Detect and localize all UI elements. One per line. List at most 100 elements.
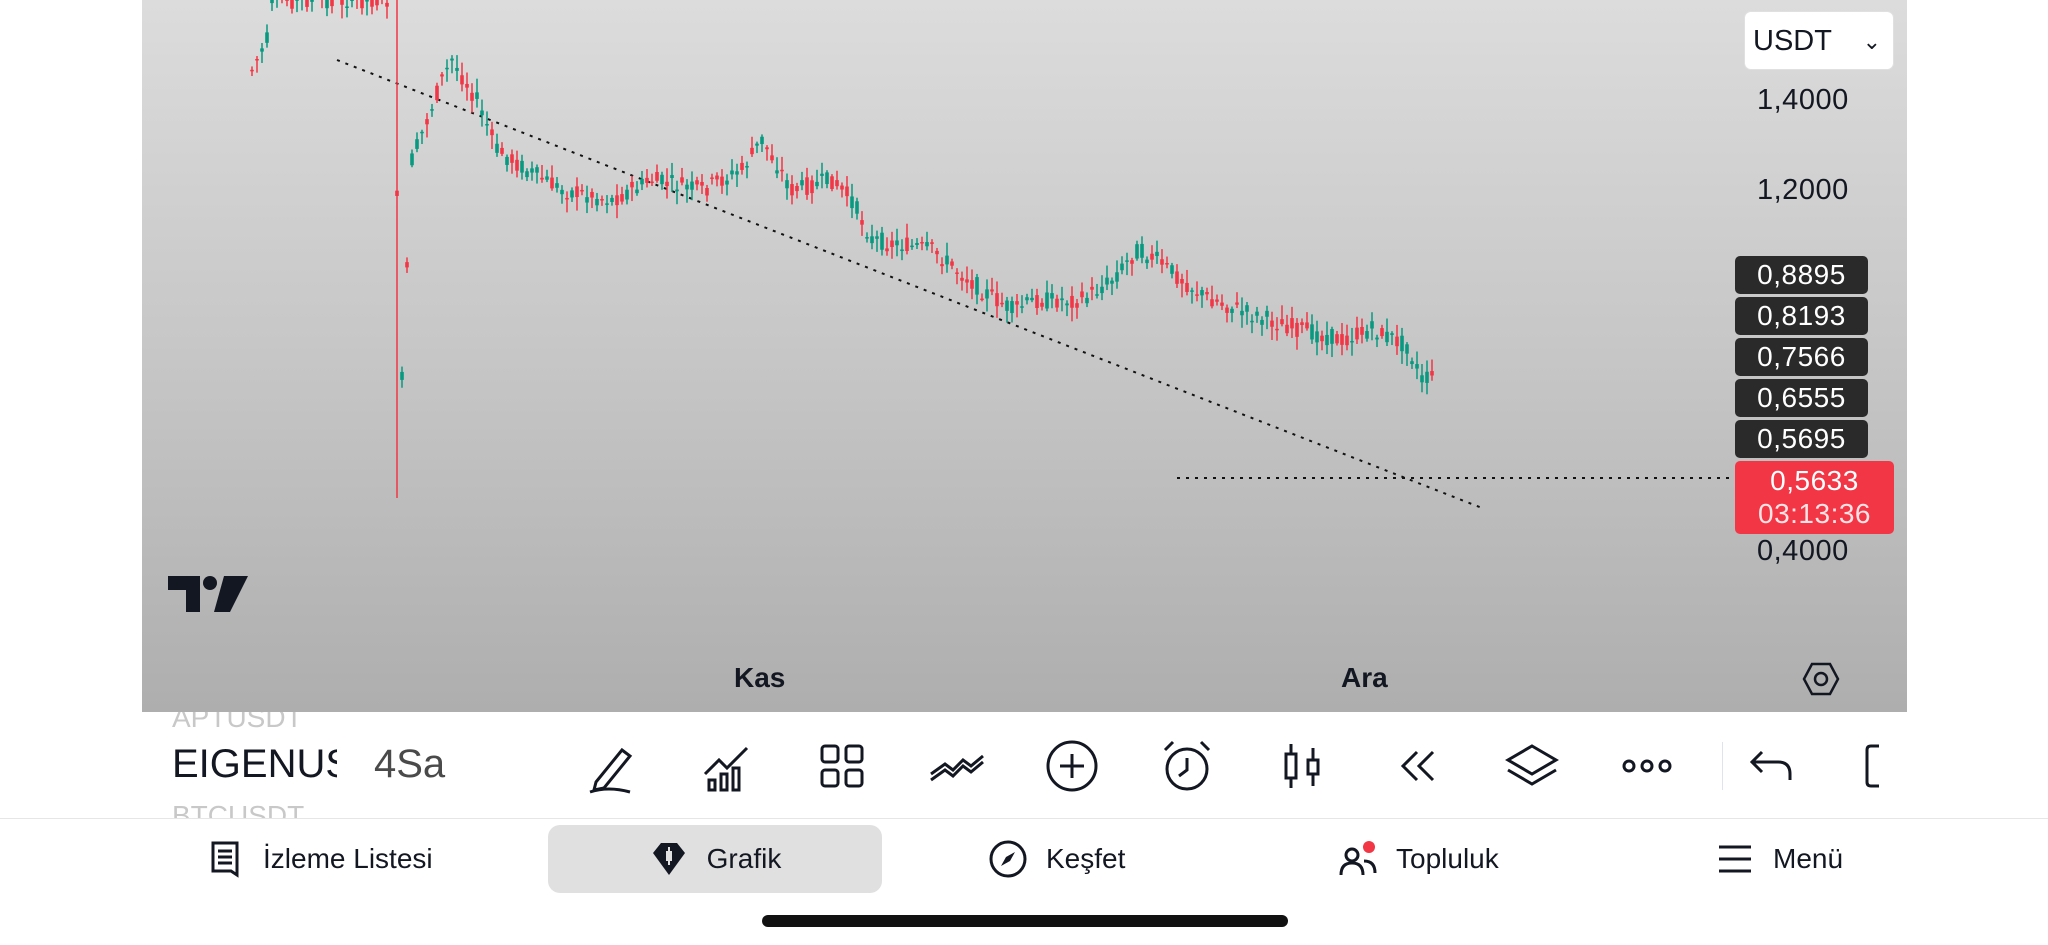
nav-label: Keşfet bbox=[1046, 843, 1126, 874]
candle-body bbox=[610, 197, 614, 202]
candle-body bbox=[1155, 251, 1159, 257]
candle-body bbox=[790, 184, 794, 196]
candle-body bbox=[255, 58, 259, 61]
candle-body bbox=[695, 180, 699, 185]
candle-body bbox=[410, 153, 414, 166]
nav-label: Topluluk bbox=[1396, 843, 1499, 874]
replay-icon[interactable] bbox=[1387, 736, 1447, 796]
candle-body bbox=[650, 181, 654, 184]
candle-body bbox=[270, 0, 274, 4]
candle-body bbox=[365, 0, 369, 2]
candle-body bbox=[1380, 328, 1384, 337]
more-icon[interactable] bbox=[1617, 736, 1677, 796]
candle-body bbox=[915, 243, 919, 245]
nav-explore[interactable]: Keşfet bbox=[988, 825, 1168, 893]
candle-body bbox=[860, 220, 864, 225]
price-tick: 0,4000 bbox=[1757, 535, 1849, 567]
candle-body bbox=[560, 189, 564, 195]
nav-label: Menü bbox=[1773, 843, 1844, 874]
candle-body bbox=[965, 279, 969, 283]
layout-grid-icon[interactable] bbox=[812, 736, 872, 796]
candle-body bbox=[1320, 335, 1324, 342]
current-price: 0,5633 bbox=[1770, 465, 1859, 496]
candle-body bbox=[1075, 303, 1079, 308]
chart-type-icon[interactable] bbox=[1272, 736, 1332, 796]
candle-body bbox=[930, 242, 934, 244]
candle-body bbox=[580, 189, 584, 192]
candle-body bbox=[1070, 295, 1074, 308]
chart-settings-icon[interactable] bbox=[1802, 660, 1840, 698]
candle-body bbox=[1410, 361, 1414, 365]
candle-body bbox=[440, 74, 444, 77]
candle-body bbox=[325, 0, 329, 9]
candle-body bbox=[1115, 272, 1119, 282]
currency-select[interactable]: USDT ⌄ bbox=[1744, 11, 1894, 70]
chart-toolbar: APTUSDT EIGENUSDT BTCUSDT 4Sa bbox=[142, 712, 1907, 818]
candle-body bbox=[785, 180, 789, 189]
candle-body bbox=[1390, 333, 1394, 335]
layers-icon[interactable] bbox=[1502, 736, 1562, 796]
nav-chart[interactable]: Grafik bbox=[548, 825, 882, 893]
candle-body bbox=[1415, 364, 1419, 369]
candle-body bbox=[1385, 331, 1389, 343]
candle-body bbox=[645, 177, 649, 183]
nav-watchlist[interactable]: İzleme Listesi bbox=[205, 825, 455, 893]
candle-body bbox=[505, 156, 509, 165]
time-label: Kas bbox=[734, 662, 786, 693]
interval-selector[interactable]: 4Sa bbox=[374, 742, 446, 786]
candle-body bbox=[935, 250, 939, 255]
alert-icon[interactable] bbox=[1157, 736, 1217, 796]
candle-body bbox=[895, 240, 899, 246]
price-tick: 1,4000 bbox=[1757, 84, 1849, 116]
candle-body bbox=[1030, 297, 1034, 301]
candle-body bbox=[330, 0, 334, 7]
candle-body bbox=[885, 248, 889, 252]
candle-body bbox=[750, 147, 754, 155]
menu-icon bbox=[1719, 845, 1751, 873]
candle-body bbox=[820, 173, 824, 176]
candle-body bbox=[1055, 298, 1059, 308]
candle-body bbox=[510, 154, 514, 163]
candle-body bbox=[1395, 336, 1399, 347]
symbol-name[interactable]: EIGENUSDT bbox=[172, 742, 337, 786]
candle-body bbox=[375, 0, 379, 6]
candle-body bbox=[1240, 310, 1244, 316]
candle-body bbox=[1085, 297, 1089, 304]
candle-body bbox=[1220, 302, 1224, 306]
symbol-prev[interactable]: APTUSDT bbox=[172, 712, 303, 733]
candle-body bbox=[1370, 321, 1374, 329]
candle-body bbox=[840, 185, 844, 190]
fullscreen-icon[interactable] bbox=[1857, 736, 1907, 796]
candle-body bbox=[845, 186, 849, 197]
candle-body bbox=[640, 178, 644, 185]
candle-body bbox=[850, 196, 854, 209]
candle-body bbox=[1215, 299, 1219, 302]
price-chart[interactable] bbox=[142, 0, 1907, 712]
indicators-icon[interactable] bbox=[697, 736, 757, 796]
candle-body bbox=[490, 129, 494, 136]
candle-body bbox=[1065, 303, 1069, 306]
candle-body bbox=[830, 176, 834, 189]
candle-body bbox=[1430, 371, 1434, 376]
candle-body bbox=[1080, 291, 1084, 298]
symbol-next[interactable]: BTCUSDT bbox=[172, 800, 305, 818]
candle-body bbox=[495, 143, 499, 153]
candle-body bbox=[1125, 260, 1129, 262]
draw-icon[interactable] bbox=[582, 736, 642, 796]
nav-community[interactable]: Topluluk bbox=[1338, 825, 1538, 893]
candle-body bbox=[1095, 294, 1099, 296]
compare-icon[interactable] bbox=[927, 736, 987, 796]
add-icon[interactable] bbox=[1042, 736, 1102, 796]
candle-body bbox=[570, 190, 574, 198]
candle-body bbox=[1160, 259, 1164, 265]
candle-body bbox=[1020, 306, 1024, 308]
candle-body bbox=[545, 176, 549, 180]
nav-menu[interactable]: Menü bbox=[1715, 825, 1855, 893]
candle-body bbox=[740, 162, 744, 170]
undo-icon[interactable] bbox=[1742, 736, 1802, 796]
chart-area[interactable]: USDT ⌄ 1,4000 1,2000 0,4000 0,8895 0,819… bbox=[142, 0, 1907, 712]
trend-line[interactable] bbox=[336, 59, 1483, 509]
candle-body bbox=[730, 170, 734, 175]
candle-body bbox=[1140, 243, 1144, 258]
candle-body bbox=[1060, 298, 1064, 301]
